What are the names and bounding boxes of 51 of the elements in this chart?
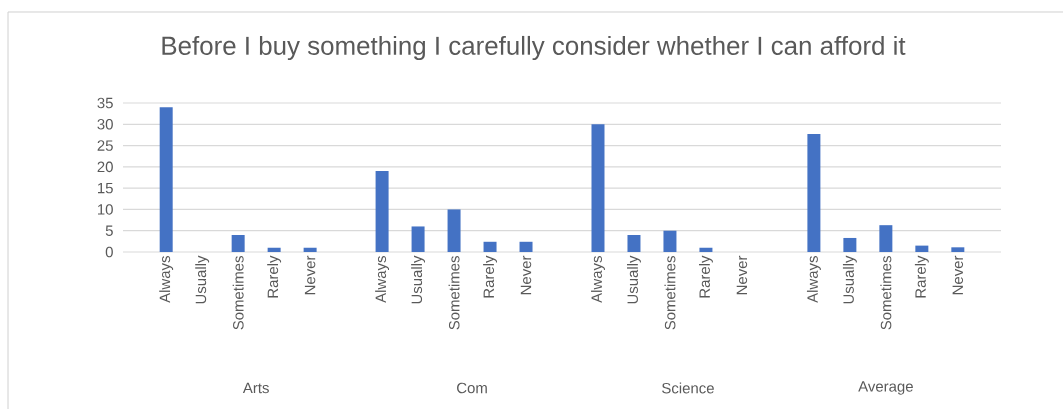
x-tick-label: Rarely: [698, 255, 713, 298]
y-tick-label: 10: [98, 204, 113, 215]
x-tick-label: Rarely: [267, 255, 282, 298]
x-tick-label: Always: [159, 256, 174, 303]
x-tick-label: Sometimes: [448, 256, 460, 330]
bar: [447, 209, 461, 252]
chart-title: Before I buy something I carefully consider whether I can afford it: [162, 35, 906, 61]
bar: [627, 234, 641, 252]
x-tick-label: Rarely: [914, 255, 929, 298]
text: Average: [858, 381, 913, 395]
x-tick-label: Rarely: [483, 255, 497, 298]
y-tick-label: 15: [98, 182, 113, 194]
x-tick-label: Always: [591, 256, 605, 303]
x-tick-label: Usually: [627, 255, 641, 304]
bar: [231, 234, 245, 252]
y-tick-label: 5: [105, 225, 113, 236]
x-tick-label: Never: [520, 255, 532, 295]
bar: [843, 237, 857, 252]
bar: [303, 247, 317, 252]
text: Science: [662, 382, 714, 394]
x-tick-label: Usually: [195, 255, 210, 304]
x-tick-label: Never: [736, 255, 748, 295]
y-tick-label: 20: [97, 161, 113, 173]
x-tick-label: Never: [304, 255, 316, 295]
bar: [591, 124, 605, 252]
bar: [375, 171, 389, 252]
x-tick-label: Usually: [842, 255, 857, 304]
bar: [879, 225, 893, 252]
bar: [519, 241, 533, 252]
y-tick-label: 35: [97, 97, 113, 109]
x-tick-label: Sometimes: [880, 256, 892, 330]
x-tick-label: Sometimes: [664, 256, 676, 330]
bar: [951, 247, 965, 252]
bar: [267, 247, 281, 252]
y-tick-label: 25: [97, 140, 113, 151]
y-tick-label: 30: [97, 118, 113, 130]
bar: [411, 226, 425, 252]
bar: [159, 107, 173, 252]
bar: [663, 230, 677, 252]
text: Com: [457, 382, 487, 394]
x-tick-label: Always: [806, 256, 821, 303]
text: Arts: [242, 382, 269, 394]
bar: [807, 134, 821, 252]
bar: [483, 241, 497, 252]
bar: [915, 245, 929, 252]
x-tick-label: Sometimes: [232, 256, 244, 330]
x-tick-label: Always: [375, 256, 390, 303]
bar: [699, 247, 713, 252]
y-tick-label: 0: [105, 246, 113, 258]
x-tick-label: Usually: [411, 255, 426, 304]
x-tick-label: Never: [952, 255, 964, 295]
